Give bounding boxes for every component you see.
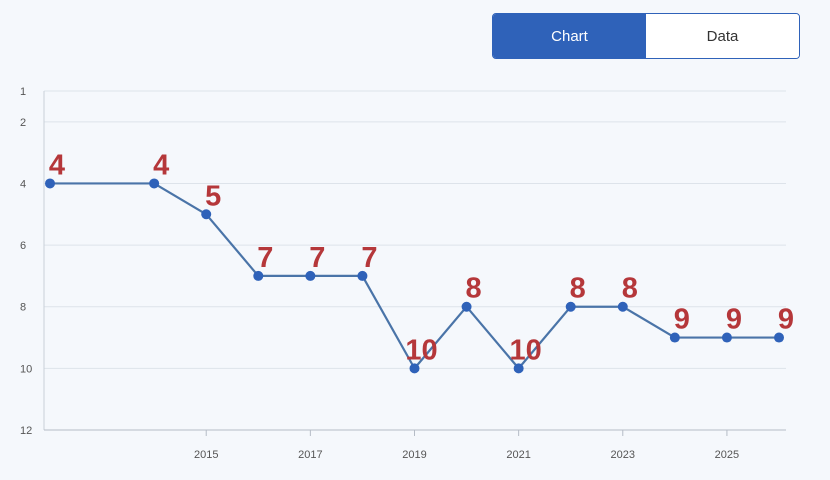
y-tick-label: 4	[20, 178, 26, 190]
chart-tab-button[interactable]: Chart	[493, 14, 646, 58]
x-tick-label: 2015	[194, 449, 218, 461]
x-tick-label: 2025	[715, 449, 739, 461]
data-point[interactable]	[253, 270, 264, 281]
data-label: 7	[361, 242, 377, 274]
data-point[interactable]	[461, 301, 472, 312]
axes	[43, 91, 786, 431]
data-label: 9	[778, 304, 794, 336]
x-tick-label: 2017	[298, 449, 322, 461]
data-label: 9	[726, 304, 742, 336]
data-label: 4	[49, 149, 65, 181]
x-tick-label: 2023	[611, 449, 635, 461]
data-label: 7	[309, 242, 325, 274]
grid-lines	[44, 90, 786, 369]
data-point[interactable]	[305, 270, 316, 281]
data-label: 8	[622, 273, 638, 305]
data-point[interactable]	[669, 332, 680, 343]
y-tick-label: 1	[20, 86, 26, 98]
data-label: 5	[205, 180, 221, 212]
data-label: 8	[466, 273, 482, 305]
y-tick-label: 8	[20, 302, 26, 314]
series-line	[50, 182, 779, 370]
series-line-group	[50, 182, 779, 370]
data-point[interactable]	[409, 363, 420, 374]
x-tick-label: 2019	[402, 449, 426, 461]
data-point[interactable]	[774, 332, 784, 343]
y-tick-label: 10	[20, 363, 32, 375]
data-point[interactable]	[45, 178, 55, 189]
y-tick-label: 6	[20, 240, 26, 252]
x-tick-label: 2021	[506, 449, 530, 461]
data-point[interactable]	[513, 363, 524, 374]
data-label: 10	[510, 334, 542, 366]
data-tab-button[interactable]: Data	[646, 14, 799, 58]
y-tick-label: 12	[20, 425, 32, 437]
view-toggle: Chart Data	[492, 13, 800, 59]
data-label: 8	[570, 273, 586, 305]
data-point[interactable]	[149, 178, 160, 189]
data-point[interactable]	[721, 332, 732, 343]
data-points	[45, 178, 784, 374]
data-label: 9	[674, 304, 690, 336]
data-label: 10	[405, 334, 437, 366]
data-labels: 4 4 5 7 7 7 10 8 10 8 8 9 9 9	[49, 149, 794, 366]
data-label: 7	[257, 242, 273, 274]
data-label: 4	[153, 149, 169, 181]
x-axis-ticks: 2015 2017 2019 2021 2023 2025	[194, 430, 739, 461]
y-tick-label: 2	[20, 117, 26, 129]
data-point[interactable]	[357, 270, 368, 281]
data-point[interactable]	[201, 209, 212, 220]
data-point[interactable]	[565, 301, 576, 312]
data-point[interactable]	[617, 301, 628, 312]
